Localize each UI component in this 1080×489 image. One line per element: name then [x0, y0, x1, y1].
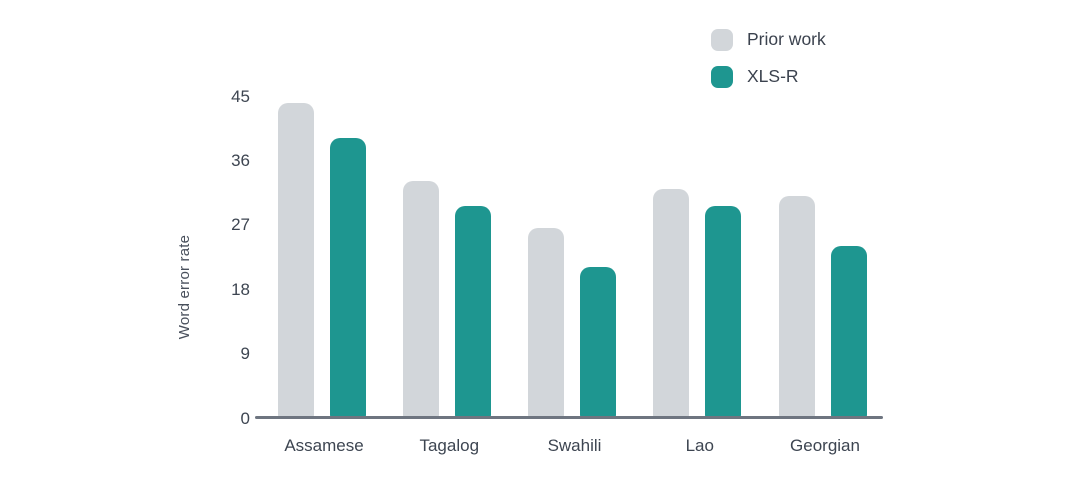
bar-tagalog-xls-r	[454, 206, 491, 418]
legend-label-prior-work: Prior work	[747, 29, 826, 49]
y-axis-title: Word error rate	[176, 234, 193, 340]
y-tick-label-27: 27	[231, 215, 250, 235]
xls-r-swatch-icon	[711, 65, 733, 88]
bar-tagalog-prior-work	[402, 181, 439, 418]
prior-work-swatch-icon	[711, 28, 733, 51]
bar-lao-xls-r	[705, 206, 742, 418]
y-tick-label-9: 9	[240, 344, 250, 364]
x-axis-baseline	[255, 416, 883, 419]
category-label-georgian: Georgian	[790, 436, 860, 455]
bar-assamese-prior-work	[277, 102, 314, 418]
legend: Prior work XLS-R	[711, 28, 826, 102]
bar-swahili-xls-r	[580, 267, 616, 418]
category-label-swahili: Swahili	[547, 436, 602, 455]
y-tick-label-18: 18	[231, 279, 250, 299]
bar-swahili-prior-work	[528, 227, 564, 418]
legend-label-xls-r: XLS-R	[747, 66, 799, 86]
category-label-tagalog: Tagalog	[419, 436, 480, 455]
y-tick-label-36: 36	[231, 150, 250, 170]
legend-row-prior-work: Prior work	[711, 28, 826, 51]
bar-lao-prior-work	[653, 188, 690, 418]
bar-assamese-xls-r	[329, 138, 366, 418]
bar-georgian-xls-r	[830, 245, 867, 418]
legend-row-xls-r: XLS-R	[711, 65, 826, 88]
y-tick-label-0: 0	[240, 408, 250, 428]
y-tick-label-45: 45	[231, 86, 250, 106]
category-label-lao: Lao	[685, 436, 714, 455]
category-label-assamese: Assamese	[284, 436, 364, 455]
bar-georgian-prior-work	[778, 195, 815, 418]
